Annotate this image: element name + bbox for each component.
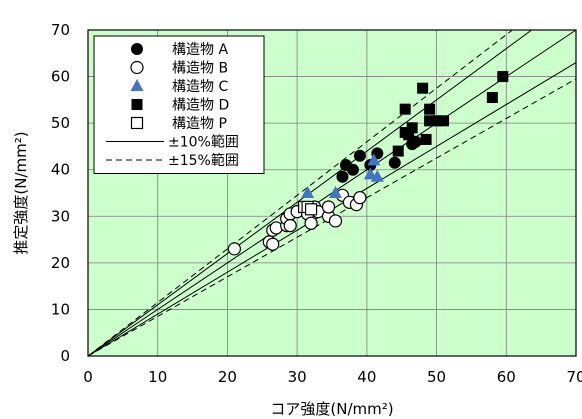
y-tick-label: 40 <box>51 161 70 179</box>
data-point <box>497 71 509 83</box>
x-tick-label: 30 <box>288 368 307 386</box>
legend-marker <box>130 79 144 91</box>
x-tick-label: 40 <box>357 368 376 386</box>
y-tick-label: 30 <box>51 207 70 225</box>
data-point <box>321 200 336 214</box>
y-axis-label: 推定強度(N/mm²) <box>12 131 30 254</box>
legend: 構造物 A 構造物 B 構造物 C 構造物 D 構造物 P ±10%範囲±15%範囲 <box>93 35 265 174</box>
data-point <box>227 242 241 256</box>
data-point <box>424 103 436 115</box>
data-point <box>346 163 359 176</box>
y-tick-label: 50 <box>51 114 70 132</box>
data-point <box>417 82 429 94</box>
legend-label: 構造物 C <box>172 79 228 95</box>
data-point <box>367 153 381 166</box>
y-tick-label: 0 <box>60 347 70 365</box>
data-point <box>403 129 415 141</box>
y-tick-label: 70 <box>51 21 70 39</box>
data-point <box>283 219 297 233</box>
data-point <box>420 133 432 145</box>
legend-label: 構造物 A <box>172 42 228 58</box>
data-point <box>304 216 318 230</box>
x-tick-label: 50 <box>427 368 446 386</box>
data-point <box>424 115 436 127</box>
legend-label: ±10%範囲 <box>168 134 239 151</box>
legend-marker <box>131 99 143 110</box>
legend-label: ±15%範囲 <box>168 152 239 169</box>
legend-label: 構造物 B <box>172 61 228 77</box>
y-tick-label: 10 <box>51 300 70 318</box>
reference-line <box>87 29 513 357</box>
data-point <box>438 115 450 127</box>
legend-marker <box>130 116 144 130</box>
data-point <box>370 169 384 182</box>
data-point <box>328 186 342 198</box>
data-point <box>353 149 366 162</box>
data-point <box>353 191 367 205</box>
legend-marker <box>130 60 144 75</box>
x-tick-label: 0 <box>83 368 93 386</box>
data-points <box>227 71 509 256</box>
data-point <box>399 103 411 115</box>
data-point <box>304 203 318 216</box>
legend-label: 構造物 D <box>172 98 229 114</box>
y-tick-label: 20 <box>51 254 70 272</box>
data-point <box>388 156 401 169</box>
plot-frame <box>87 29 577 357</box>
data-point <box>301 186 315 198</box>
x-tick-label: 60 <box>497 368 516 386</box>
x-tick-label: 70 <box>566 368 582 386</box>
data-point <box>266 237 280 251</box>
data-point <box>406 122 418 134</box>
x-tick-label: 10 <box>148 368 167 386</box>
data-point <box>336 170 349 183</box>
data-point <box>392 145 404 157</box>
data-point <box>486 92 498 104</box>
legend-label: 構造物 P <box>172 116 227 132</box>
tick-labels: 0 10 20 30 40 50 60 70 0 10 20 30 40 50 60 70 <box>51 21 582 386</box>
y-tick-label: 60 <box>51 68 70 86</box>
grid-lines <box>88 30 576 356</box>
plot-border <box>87 29 577 357</box>
data-point <box>431 115 443 127</box>
data-point <box>328 214 343 228</box>
data-point <box>363 167 377 180</box>
legend-marker <box>131 43 143 55</box>
x-axis-label: コア強度(N/mm²) <box>270 400 393 418</box>
legend-box <box>93 35 265 174</box>
x-tick-label: 20 <box>218 368 237 386</box>
